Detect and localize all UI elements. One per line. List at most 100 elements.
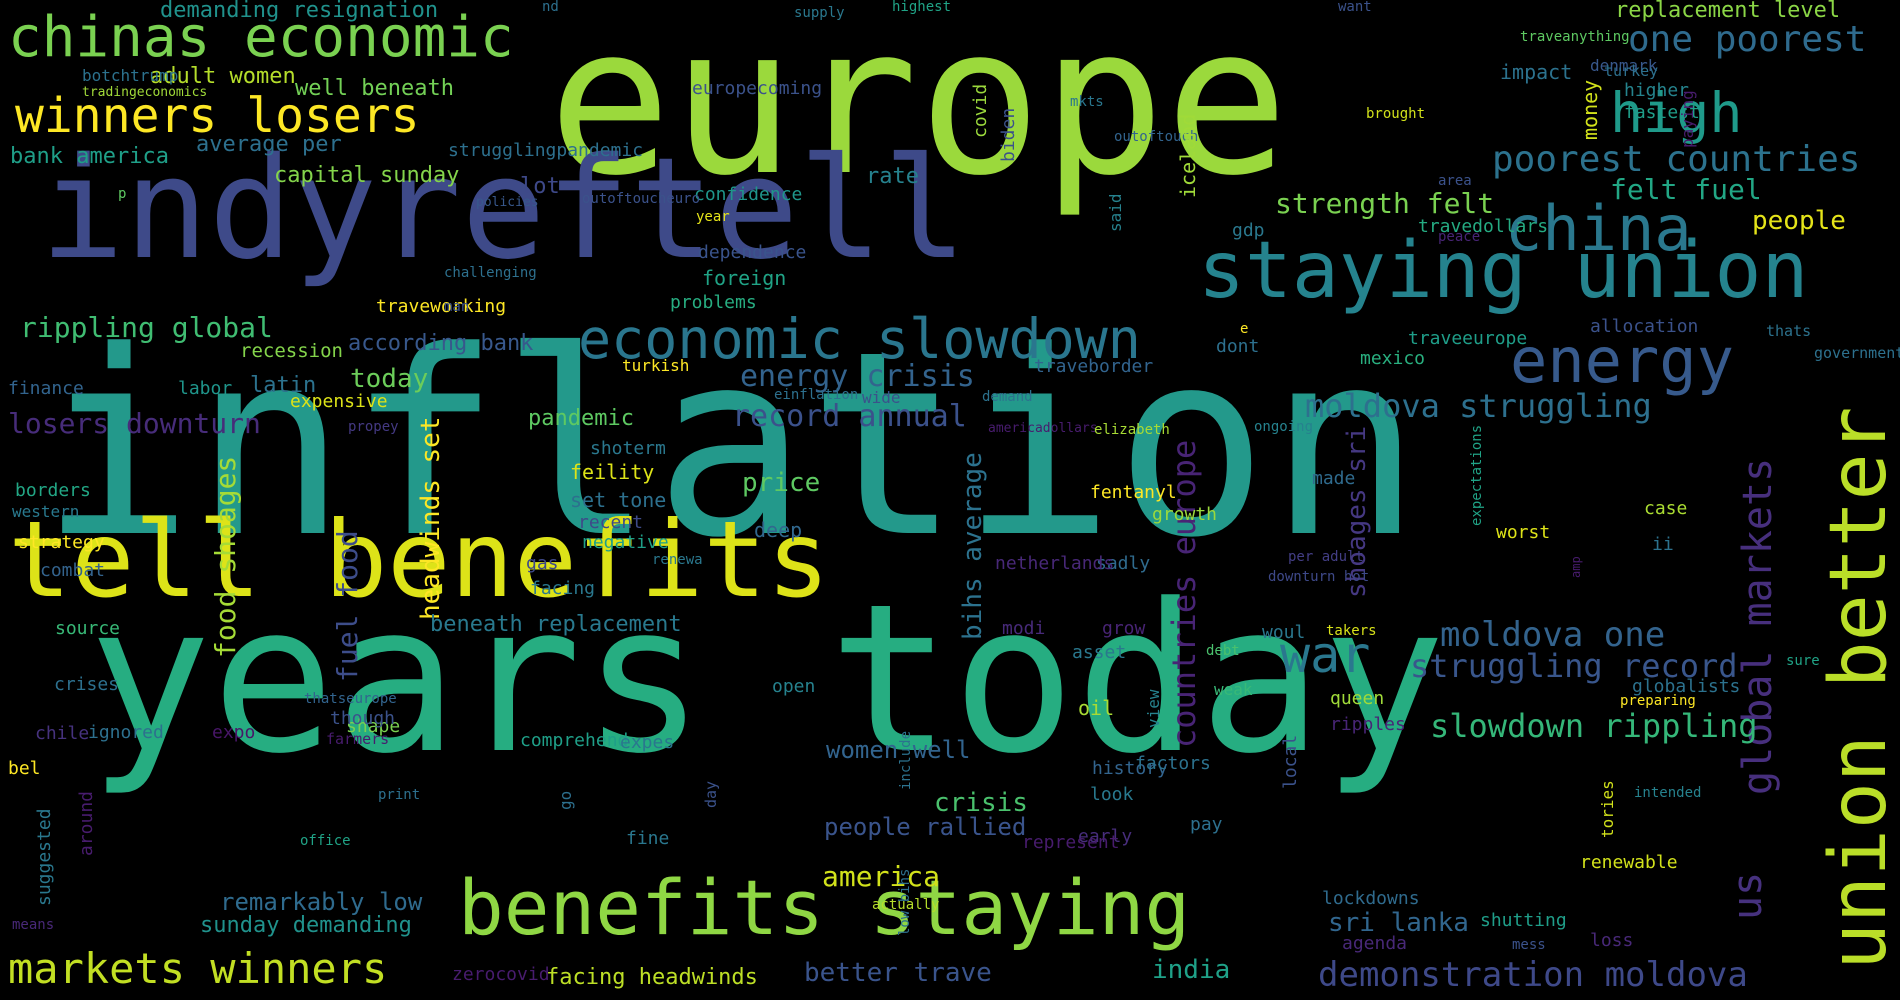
cloud-word: brought [1366,106,1426,122]
cloud-word: one poorest [1628,19,1867,60]
cloud-word: government [1814,344,1900,362]
cloud-word: bel [8,758,41,779]
cloud-word: turkish [622,356,690,375]
cloud-word: mkts [1070,94,1104,110]
cloud-word: according bank [348,331,534,356]
cloud-word: traveeurope [1408,328,1528,349]
cloud-word: said [1106,193,1125,232]
cloud-word: renewa [652,552,703,568]
cloud-word: union better [1814,406,1900,970]
cloud-word: sure [1786,653,1820,669]
cloud-word: finance [8,378,84,399]
cloud-word: moldova one [1440,615,1666,655]
cloud-word: include [898,730,914,790]
cloud-word: ignored [88,722,164,743]
cloud-word: ripples [1330,714,1406,735]
cloud-word: woul [1262,622,1306,643]
cloud-word: bank america [10,144,169,169]
cloud-word: combat [40,560,106,581]
cloud-word: confidence [694,184,803,205]
cloud-word: covid [970,83,991,138]
cloud-word: debt [1206,643,1240,659]
cloud-word: benefits staying [458,863,1191,952]
cloud-word: intended [1634,785,1702,801]
cloud-word: tories [1598,780,1617,838]
cloud-word: people rallied [824,813,1027,841]
cloud-word: traveanything [1520,29,1630,45]
cloud-word: war [1280,626,1371,684]
cloud-word: facing [530,578,596,599]
cloud-word: americadollars [988,421,1098,436]
cloud-word: foreign [702,266,787,290]
cloud-word: higher [1624,80,1690,101]
cloud-word: globalists [1632,676,1741,697]
cloud-word: moldova struggling [1305,387,1652,425]
cloud-word: go [556,790,575,810]
cloud-word: factors [1135,753,1211,774]
cloud-word: einflation [774,387,859,403]
cloud-word: expes [620,732,675,753]
cloud-word: indyreftell [40,128,968,291]
cloud-word: renewable [1580,852,1678,873]
cloud-word: shutting [1480,910,1567,931]
cloud-word: means [12,917,55,933]
cloud-word: growth [1152,504,1218,525]
cloud-word: source [55,618,121,639]
cloud-word: want [1338,0,1372,15]
cloud-word: shoterm [590,438,666,459]
cloud-word: demand [982,389,1033,405]
cloud-word: struggling record [1410,647,1738,685]
cloud-word: food shoages [209,455,242,658]
cloud-word: traveworking [376,296,507,317]
cloud-word: fentanyl [1090,482,1177,503]
cloud-word: suggested [34,808,55,906]
cloud-word: paying [1678,90,1697,148]
cloud-word: negative [582,532,669,553]
cloud-word: strugglingpandemic [448,140,644,161]
cloud-word: adult women [150,64,296,89]
cloud-word: labor [178,378,233,399]
cloud-word: us [1725,871,1771,920]
cloud-word: look [1090,784,1134,805]
cloud-word: demanding resignation [160,0,439,23]
cloud-word: e [1240,321,1249,337]
cloud-word: view [1144,689,1163,728]
cloud-word: zerocovid [452,964,550,985]
cloud-word: amp [1569,556,1583,578]
cloud-word: iceland [1176,113,1200,198]
cloud-word: queen [1330,688,1385,709]
cloud-word: dont [1216,336,1260,357]
cloud-word: fastest [1624,102,1700,123]
cloud-word: weak [1214,680,1253,699]
cloud-word: actually [872,897,940,913]
cloud-word: preparing [1620,693,1696,709]
cloud-word: highest [892,0,952,15]
cloud-word: ongoing [1254,419,1314,435]
cloud-word: early [1078,826,1133,847]
cloud-word: loss [1590,930,1634,951]
cloud-word: shape [346,716,401,737]
cloud-word: chinas economic [8,5,514,70]
cloud-word: wide [862,388,901,407]
cloud-word: mess [1512,937,1546,953]
cloud-word: borders [15,480,91,501]
cloud-word: replacement level [1615,0,1841,23]
cloud-word: facing headwinds [546,965,758,990]
cloud-word: price [742,468,821,498]
cloud-word: winners losers [15,88,420,144]
cloud-word: strength felt [1275,187,1495,220]
cloud-word: takers [1326,623,1377,639]
cloud-word: botchtrump [82,66,179,85]
cloud-word: denmark [1590,56,1658,75]
cloud-word: better trave [804,958,992,988]
cloud-word: strategy [18,532,105,553]
cloud-word: thats [1766,322,1812,340]
cloud-word: thatseurope [304,691,397,707]
cloud-word: rippling global [20,311,273,344]
cloud-word: feility [570,460,655,484]
cloud-word: women well [826,736,971,764]
cloud-word: lot [520,174,560,199]
cloud-word: western [12,502,80,521]
cloud-word: case [1644,498,1688,519]
